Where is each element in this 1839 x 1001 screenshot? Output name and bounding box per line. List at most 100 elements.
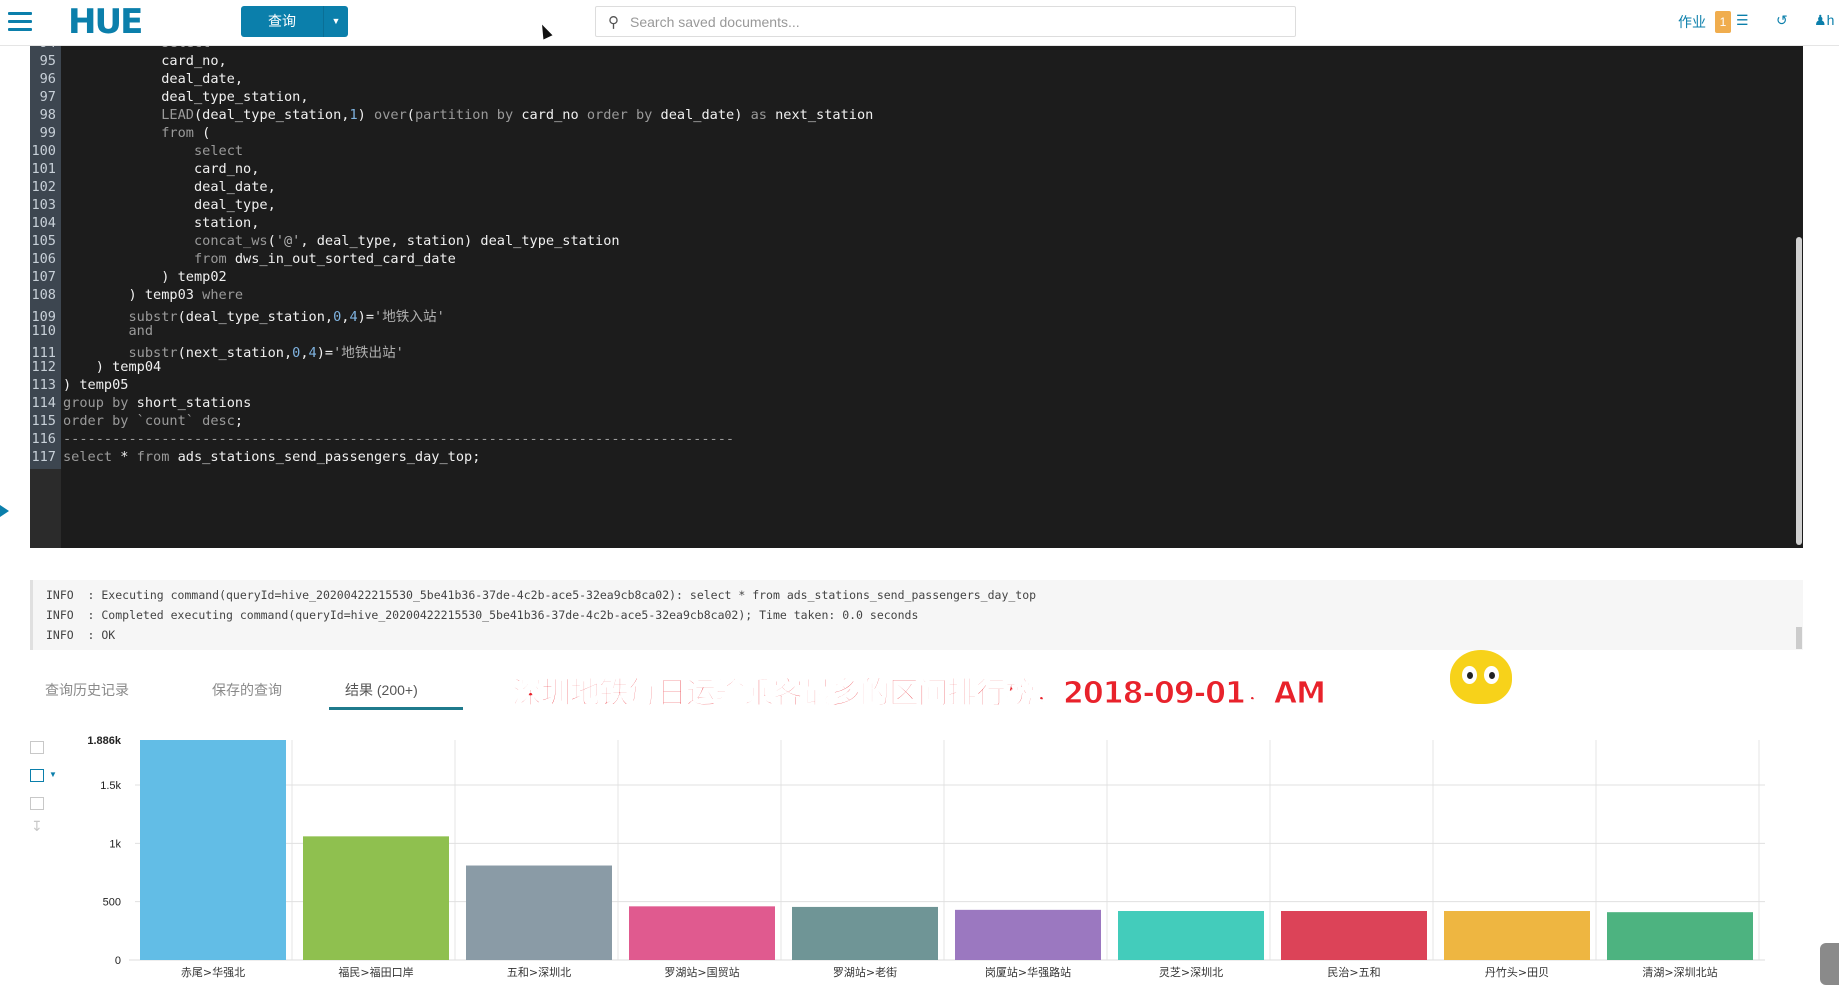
code-line[interactable]: 100 select: [30, 143, 1803, 161]
jobs-link[interactable]: 作业: [1678, 14, 1706, 30]
code-token: [63, 107, 161, 123]
x-tick-label: 清湖>深圳北站: [1642, 965, 1717, 979]
code-line[interactable]: 102 deal_date,: [30, 179, 1803, 197]
search-input[interactable]: [630, 11, 1280, 33]
code-line[interactable]: 110 and: [30, 323, 1803, 341]
caret-down-icon[interactable]: ▼: [323, 6, 348, 37]
log-line: INFO : Completed executing command(query…: [46, 608, 919, 622]
line-number: 103: [31, 197, 56, 213]
x-tick-label: 岗厦站>华强路站: [985, 965, 1071, 979]
y-tick-label: 1.886k: [87, 735, 122, 747]
code-line[interactable]: 105 concat_ws('@', deal_type, station) d…: [30, 233, 1803, 251]
hamburger-menu-icon[interactable]: [8, 12, 32, 32]
code-token: group by: [63, 395, 137, 411]
code-token: partition by: [414, 107, 522, 123]
code-line[interactable]: 107 ) temp02: [30, 269, 1803, 287]
query-button-label[interactable]: 查询: [268, 13, 296, 29]
code-token: deal_type_station,: [63, 89, 309, 105]
code-token: (next_station,: [177, 345, 293, 361]
code-line[interactable]: 103 deal_type,: [30, 197, 1803, 215]
code-line[interactable]: 97 deal_type_station,: [30, 89, 1803, 107]
query-log: INFO : Executing command(queryId=hive_20…: [30, 580, 1803, 650]
search-box[interactable]: ⚲: [595, 6, 1296, 37]
code-line[interactable]: 117 select * from ads_stations_send_passe…: [30, 449, 1803, 467]
code-token: from: [161, 125, 194, 141]
code-token: (deal_type_station,: [193, 107, 350, 123]
code-token: and: [128, 323, 154, 339]
y-tick-label: 0: [115, 955, 121, 967]
code-line[interactable]: 96 deal_date,: [30, 71, 1803, 89]
bar: [955, 909, 1101, 960]
line-number-gutter: [30, 46, 61, 469]
user-name: h: [1826, 12, 1835, 28]
list-icon[interactable]: ☰: [1736, 12, 1749, 28]
side-panel-handle[interactable]: [1820, 943, 1839, 985]
code-token: ) temp05: [63, 377, 129, 393]
code-line[interactable]: 113) temp05: [30, 377, 1803, 395]
code-token: ;: [234, 413, 244, 429]
line-number: 95: [39, 53, 56, 69]
jobs-count-badge[interactable]: 1: [1715, 11, 1731, 33]
grid-view-icon[interactable]: [30, 741, 44, 754]
columns-icon[interactable]: [30, 797, 44, 810]
play-arrow-icon[interactable]: [0, 505, 9, 517]
chart-type-dropdown-icon[interactable]: ▼: [49, 770, 57, 779]
tab-results[interactable]: 结果 (200+): [345, 682, 418, 698]
code-token: ): [357, 107, 375, 123]
log-scrollbar[interactable]: [1796, 627, 1802, 649]
code-line[interactable]: 108 ) temp03 where: [30, 287, 1803, 305]
code-token: 0: [292, 345, 301, 361]
line-number: 117: [31, 449, 56, 465]
code-token: order by: [586, 107, 661, 123]
code-line[interactable]: 111 substr(next_station,0,4)='地铁出站': [30, 341, 1803, 361]
code-line[interactable]: 106 from dws_in_out_sorted_card_date: [30, 251, 1803, 269]
code-token: [63, 233, 194, 249]
code-line[interactable]: 114 group by short_stations: [30, 395, 1803, 413]
code-lines[interactable]: 94 select95 card_no,96 deal_date,97 deal…: [30, 46, 1803, 467]
code-token: select: [193, 143, 244, 159]
code-token: )=: [316, 345, 334, 361]
hue-logo[interactable]: HUE: [68, 2, 143, 42]
code-token: dws_in_out_sorted_card_date: [234, 251, 456, 267]
download-icon[interactable]: ↧: [31, 818, 43, 834]
code-token: from: [193, 251, 235, 267]
line-number: 104: [31, 215, 56, 231]
x-tick-label: 五和>深圳北: [507, 966, 571, 979]
bar: [466, 865, 612, 960]
tab-saved-queries[interactable]: 保存的查询: [212, 682, 282, 698]
sql-code-editor[interactable]: 94 select95 card_no,96 deal_date,97 deal…: [30, 46, 1803, 548]
editor-scrollbar[interactable]: [1796, 237, 1802, 545]
code-line[interactable]: 115 order by `count` desc;: [30, 413, 1803, 431]
code-token: deal_date): [660, 107, 751, 123]
line-number: 115: [31, 413, 56, 429]
history-icon[interactable]: ↺: [1776, 12, 1788, 28]
bar-chart-icon[interactable]: [30, 769, 44, 782]
code-line[interactable]: 116 -------------------------------------…: [30, 431, 1803, 449]
code-token: next_station: [775, 107, 874, 123]
bar: [1281, 911, 1427, 960]
tab-query-history[interactable]: 查询历史记录: [45, 682, 129, 698]
line-number: 100: [31, 143, 56, 159]
code-line[interactable]: 104 station,: [30, 215, 1803, 233]
code-token: , deal_type, station) deal_type_station: [300, 233, 620, 249]
code-token: 1: [349, 107, 358, 123]
code-line[interactable]: 99 from (: [30, 125, 1803, 143]
line-number: 107: [31, 269, 56, 285]
x-tick-label: 赤尾>华强北: [181, 965, 245, 979]
code-line[interactable]: 94 select: [30, 46, 1803, 53]
results-bar-chart: 0 500 1k 1.5k 1.886k 赤尾>华强北 福民>福田口岸 五和>深圳北 罗湖站>国…: [87, 735, 1765, 979]
code-line[interactable]: 101 card_no,: [30, 161, 1803, 179]
line-number: 101: [31, 161, 56, 177]
code-line[interactable]: 112 ) temp04: [30, 359, 1803, 377]
code-line[interactable]: 95 card_no,: [30, 53, 1803, 71]
code-line[interactable]: 98 LEAD(deal_type_station,1) over(partit…: [30, 107, 1803, 125]
code-token: station,: [63, 215, 260, 231]
query-button[interactable]: 查询 ▼: [241, 6, 348, 37]
search-icon: ⚲: [608, 14, 619, 31]
user-menu[interactable]: ♟h: [1814, 12, 1839, 29]
code-token: short_stations: [136, 395, 252, 411]
code-token: ) temp03: [63, 287, 203, 303]
code-token: (: [193, 125, 211, 141]
code-line[interactable]: 109 substr(deal_type_station,0,4)='地铁入站': [30, 305, 1803, 325]
code-token: card_no,: [63, 161, 260, 177]
